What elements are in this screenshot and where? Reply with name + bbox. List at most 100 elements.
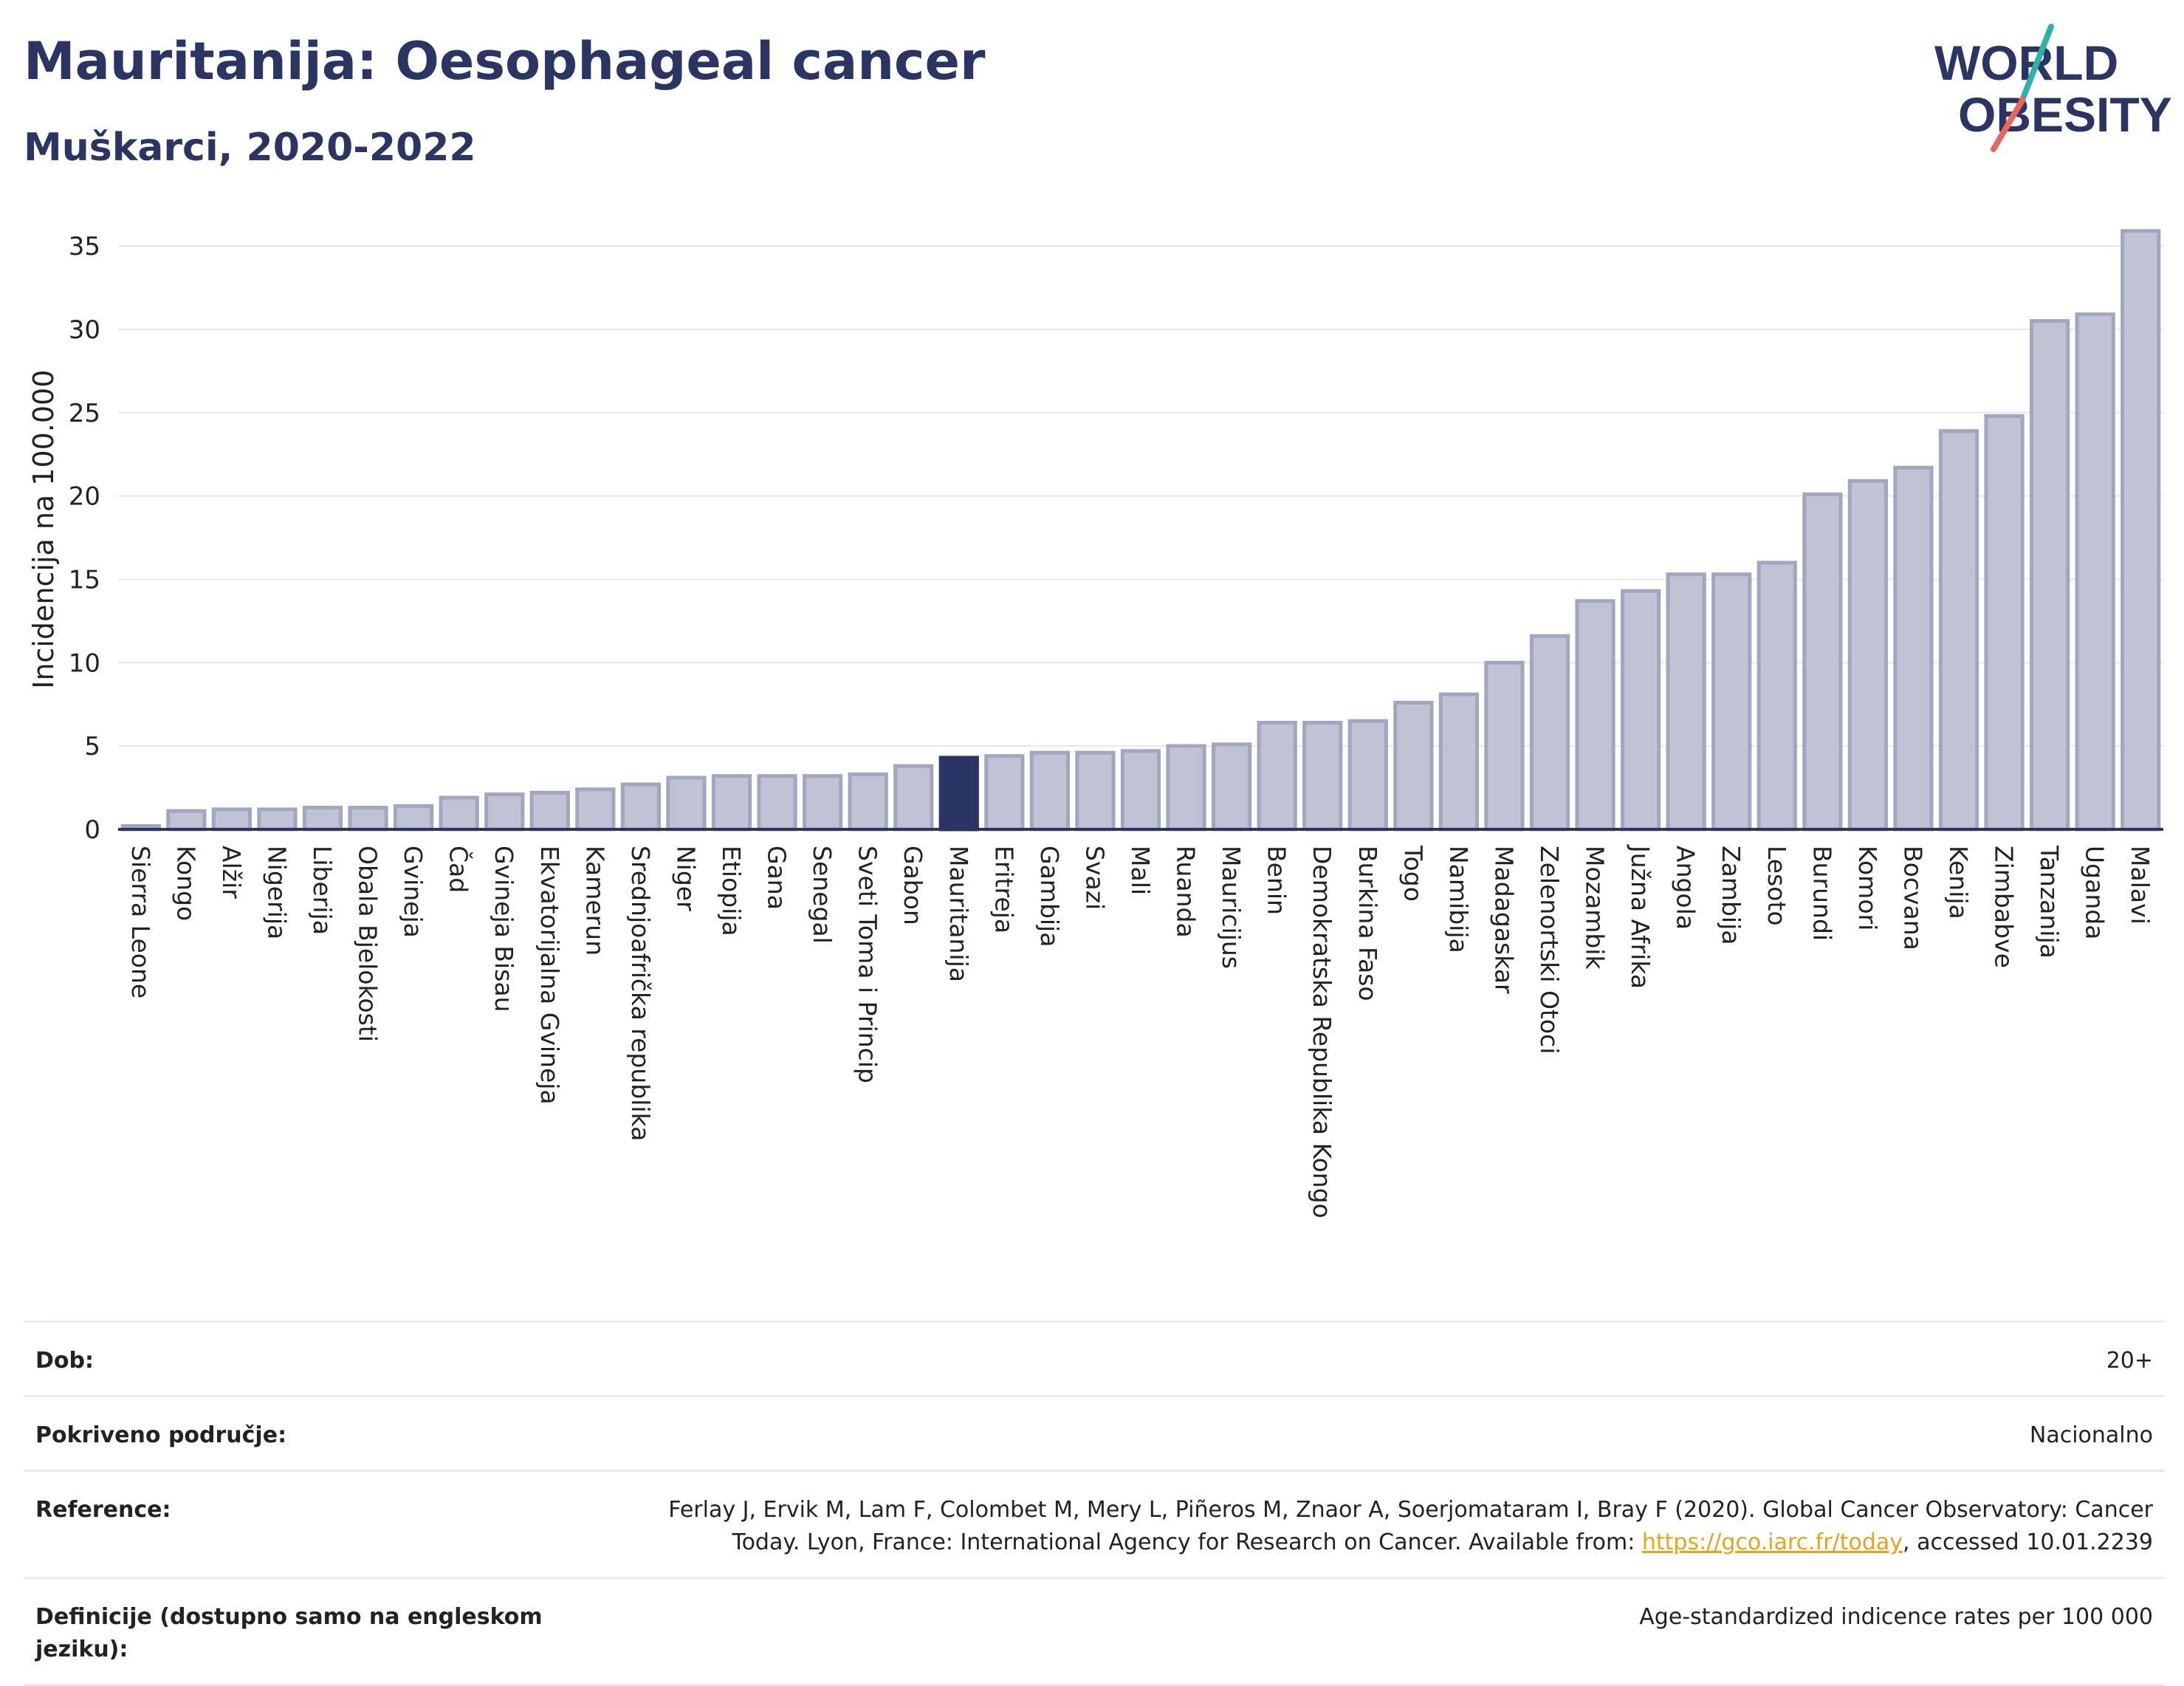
x-tick-label: Zimbabve xyxy=(1990,846,2019,968)
x-tick-label: Mauricijus xyxy=(1217,846,1246,969)
x-tick-label: Južna Afrika xyxy=(1626,844,1655,989)
bar xyxy=(1893,465,1934,832)
x-tick-label: Kongo xyxy=(171,846,200,921)
x-tick-label: Togo xyxy=(1398,845,1427,902)
bar xyxy=(620,782,662,832)
x-tick-label: Madagaskar xyxy=(1489,846,1518,994)
info-row-coverage: Pokriveno područje: Nacionalno xyxy=(24,1395,2165,1470)
info-value: Nacionalno xyxy=(2029,1422,2153,1448)
x-tick-label: Kenija xyxy=(1944,846,1973,919)
reference-line-2-pre: Today. Lyon, France: International Agenc… xyxy=(732,1529,1642,1555)
x-tick-label: Sierra Leone xyxy=(126,846,155,998)
info-label: Reference: xyxy=(35,1497,171,1523)
info-table: Dob: 20+ Pokriveno područje: Nacionalno … xyxy=(24,1320,2165,1686)
x-tick-label: Eritreja xyxy=(989,846,1018,933)
bar xyxy=(848,772,888,832)
reference-line-1: Ferlay J, Ervik M, Lam F, Colombet M, Me… xyxy=(668,1497,2153,1523)
x-tick-label: Gana xyxy=(763,846,791,910)
bar xyxy=(2029,319,2070,832)
bar xyxy=(1484,660,1525,832)
y-tick-label: 30 xyxy=(69,315,100,345)
bar xyxy=(484,792,525,832)
x-tick-label: Ekvatorijalna Gvineja xyxy=(535,846,564,1105)
logo-accent-red xyxy=(1991,96,2026,152)
bar xyxy=(984,754,1025,832)
x-tick-label: Bocvana xyxy=(1898,846,1927,950)
x-tick-label: Gambija xyxy=(1035,846,1064,947)
x-tick-label: Benin xyxy=(1263,846,1291,915)
bar xyxy=(1029,750,1071,832)
bar xyxy=(1757,561,1797,832)
bar xyxy=(1120,749,1161,832)
x-tick-label: Alžir xyxy=(217,846,246,899)
x-tick-label: Burundi xyxy=(1807,846,1836,941)
bar xyxy=(575,787,616,832)
x-tick-label: Gabon xyxy=(899,846,927,925)
x-tick-label: Kamerun xyxy=(580,846,609,956)
y-tick-label: 10 xyxy=(69,648,100,678)
x-tick-label: Mali xyxy=(1126,846,1155,895)
bar xyxy=(2121,229,2161,832)
bar xyxy=(439,795,479,832)
reference-link[interactable]: https://gco.iarc.fr/today xyxy=(1641,1529,1903,1555)
x-tick-label: Zelenortski Otoci xyxy=(1535,846,1564,1054)
bar xyxy=(1984,414,2025,832)
bar xyxy=(711,774,752,832)
x-tick-label: Sveti Toma i Princip xyxy=(854,846,882,1083)
x-tick-label: Mozambik xyxy=(1581,846,1610,970)
bar xyxy=(166,809,207,832)
x-tick-label: Uganda xyxy=(2081,846,2109,939)
info-label: Definicije (dostupno samo na engleskom j… xyxy=(35,1604,543,1662)
info-row-reference: Reference: Ferlay J, Ervik M, Lam F, Col… xyxy=(24,1470,2165,1577)
bar xyxy=(1302,721,1343,832)
bar xyxy=(1393,700,1434,832)
bar xyxy=(1666,572,1706,832)
bar xyxy=(1438,692,1480,832)
page-subtitle: Muškarci, 2020-2022 xyxy=(24,126,476,170)
x-tick-label: Tanzanija xyxy=(2035,845,2064,959)
page-title: Mauritanija: Oesophageal cancer xyxy=(24,31,986,92)
bar-chart: 0 5 10 15 20 25 30 35 Incidencija na 100.000 Sier… xyxy=(27,229,2163,1219)
bar xyxy=(1620,589,1661,832)
x-tick-label: Čad xyxy=(444,846,474,893)
x-tick-label: Nigerija xyxy=(262,846,291,939)
x-tick-label: Malavi xyxy=(2126,846,2154,925)
logo-word-obesity: OBESITY xyxy=(1958,87,2171,142)
y-tick-label: 15 xyxy=(69,565,100,594)
x-tick-label: Angola xyxy=(1672,846,1700,930)
info-value-reference: Ferlay J, Ervik M, Lam F, Colombet M, Me… xyxy=(602,1494,2153,1559)
world-obesity-logo: WORLD OBESITY xyxy=(1934,24,2171,152)
bar-highlighted xyxy=(938,755,979,832)
x-tick-label: Srednjoafrička republika xyxy=(626,846,655,1141)
info-value: Age-standardized indicence rates per 100… xyxy=(1639,1604,2153,1630)
bar xyxy=(1711,572,1752,832)
bar xyxy=(1847,479,1889,832)
x-tick-label: Zambija xyxy=(1717,846,1745,945)
x-tick-label: Liberija xyxy=(308,846,337,935)
x-tick-label: Namibija xyxy=(1444,846,1473,953)
bar xyxy=(1529,634,1570,832)
bar xyxy=(1938,429,1979,832)
bar xyxy=(666,775,707,832)
x-tick-label: Komori xyxy=(1853,846,1882,931)
bar xyxy=(302,806,343,832)
info-value: 20+ xyxy=(2106,1348,2153,1374)
bar xyxy=(1802,492,1843,832)
x-tick-label: Demokratska Republika Kongo xyxy=(1308,846,1336,1219)
x-tick-label: Gvineja xyxy=(399,846,427,938)
x-tick-label: Senegal xyxy=(808,846,837,944)
bar xyxy=(1075,750,1116,832)
bar xyxy=(257,807,298,832)
bar xyxy=(2075,312,2115,832)
bar xyxy=(348,806,388,832)
x-tick-label: Burkina Faso xyxy=(1353,846,1382,1001)
x-tick-label: Niger xyxy=(671,846,700,911)
x-tick-label: Mauritanija xyxy=(944,846,973,982)
info-label: Dob: xyxy=(35,1348,94,1374)
bar xyxy=(1347,719,1388,832)
x-tick-label: Ruanda xyxy=(1172,846,1201,938)
reference-line-2-post: , accessed 10.01.2239 xyxy=(1903,1529,2153,1555)
bar xyxy=(893,764,934,832)
x-tick-label: Obala Bjelokosti xyxy=(354,846,382,1042)
bar xyxy=(393,803,434,832)
